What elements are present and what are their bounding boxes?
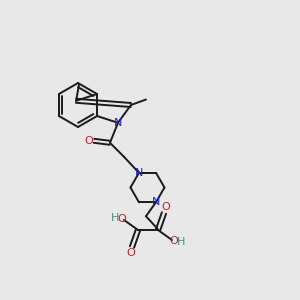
Text: N: N [152, 197, 160, 207]
Text: O: O [169, 236, 178, 246]
Text: O: O [85, 136, 93, 146]
Text: O: O [162, 202, 170, 212]
Text: H: H [111, 213, 119, 223]
Text: H: H [177, 237, 185, 247]
Text: N: N [114, 118, 122, 128]
Text: N: N [135, 168, 143, 178]
Text: O: O [127, 248, 135, 258]
Text: O: O [118, 214, 126, 224]
